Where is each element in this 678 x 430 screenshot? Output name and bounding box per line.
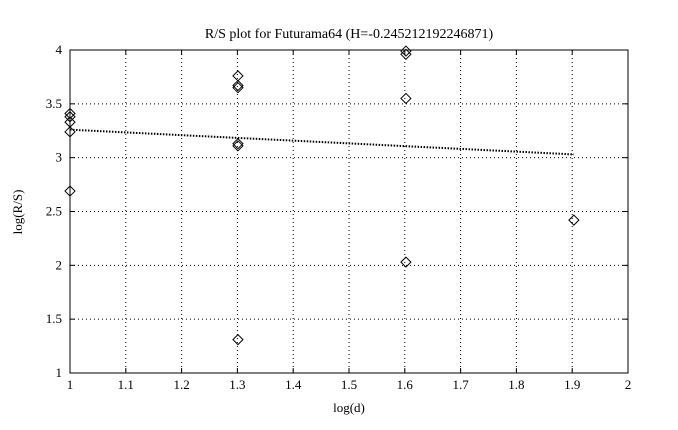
x-axis-label: log(d) — [333, 400, 365, 415]
x-tick-label: 1.9 — [564, 377, 580, 392]
y-tick-label: 3 — [56, 150, 63, 165]
data-point-diamond — [400, 92, 412, 105]
y-tick-label: 3.5 — [46, 96, 62, 111]
x-tick-label: 1.1 — [118, 377, 134, 392]
fit-line — [69, 128, 574, 156]
data-point-diamond — [232, 137, 244, 150]
x-tick-label: 2 — [625, 377, 632, 392]
data-point-diamond — [568, 214, 580, 226]
data-point-diamond — [232, 140, 244, 152]
chart-title: R/S plot for Futurama64 (H=-0.2452121922… — [205, 27, 494, 42]
data-point-diamond — [400, 256, 412, 268]
data-point-diamond — [64, 107, 76, 120]
x-axis-ticks: 1 1.1 1.2 1.3 1.4 1.5 1.6 1.7 1.8 1.9 2 — [67, 50, 632, 392]
x-tick-label: 1.8 — [508, 377, 524, 392]
y-axis-label: log(R/S) — [10, 190, 25, 235]
data-point-diamond — [400, 45, 412, 57]
x-tick-label: 1 — [67, 377, 74, 392]
data-point-diamond — [232, 81, 244, 94]
x-tick-label: 1.3 — [229, 377, 245, 392]
data-points — [64, 45, 580, 346]
grid — [70, 50, 628, 373]
data-point-diamond — [64, 185, 76, 197]
y-tick-label: 2 — [56, 257, 63, 272]
x-tick-label: 1.2 — [173, 377, 189, 392]
fit-line-layer — [69, 128, 574, 156]
y-tick-label: 1.5 — [46, 311, 62, 326]
data-point-diamond — [400, 48, 412, 61]
x-tick-label: 1.6 — [397, 377, 414, 392]
x-tick-label: 1.4 — [285, 377, 302, 392]
y-tick-label: 4 — [56, 42, 63, 57]
data-point-diamond — [232, 333, 244, 346]
x-tick-label: 1.7 — [452, 377, 469, 392]
data-point-diamond — [64, 111, 76, 123]
y-axis-ticks: 1 1.5 2 2.5 3 3.5 4 — [46, 42, 628, 380]
y-tick-label: 2.5 — [46, 204, 62, 219]
y-tick-label: 1 — [56, 365, 63, 380]
x-tick-label: 1.5 — [341, 377, 357, 392]
data-point-diamond — [232, 79, 244, 92]
data-point-diamond — [64, 126, 76, 138]
